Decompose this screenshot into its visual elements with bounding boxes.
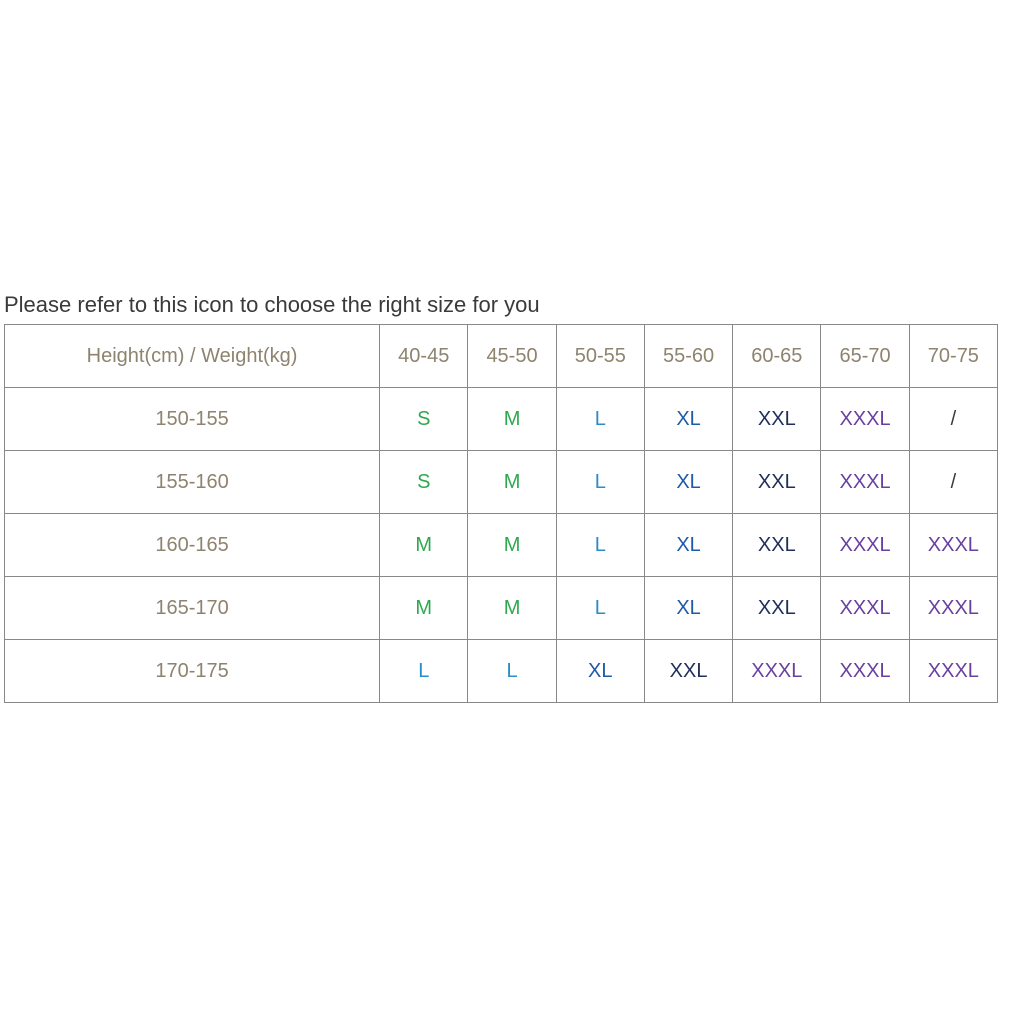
size-cell: XL (644, 451, 732, 514)
size-cell: XXXL (821, 640, 909, 703)
size-cell: L (556, 451, 644, 514)
size-chart-header-row: Height(cm) / Weight(kg) 40-45 45-50 50-5… (5, 325, 998, 388)
size-chart-row: 170-175 L L XL XXL XXXL XXXL XXXL (5, 640, 998, 703)
weight-header: 45-50 (468, 325, 556, 388)
size-cell: M (468, 577, 556, 640)
height-header: 150-155 (5, 388, 380, 451)
size-cell: / (909, 388, 997, 451)
size-cell: M (468, 388, 556, 451)
size-chart-table: Height(cm) / Weight(kg) 40-45 45-50 50-5… (4, 324, 998, 703)
size-cell: XXXL (821, 388, 909, 451)
size-cell: XXL (644, 640, 732, 703)
size-cell: XXL (733, 514, 821, 577)
size-cell: XXXL (821, 451, 909, 514)
size-cell: XXXL (821, 514, 909, 577)
size-cell: L (556, 388, 644, 451)
weight-header: 70-75 (909, 325, 997, 388)
size-cell: S (380, 388, 468, 451)
size-cell: XXL (733, 577, 821, 640)
size-cell: M (380, 577, 468, 640)
weight-header: 40-45 (380, 325, 468, 388)
size-cell: XXXL (909, 640, 997, 703)
size-cell: M (380, 514, 468, 577)
height-header: 170-175 (5, 640, 380, 703)
height-header: 160-165 (5, 514, 380, 577)
size-cell: L (468, 640, 556, 703)
weight-header: 50-55 (556, 325, 644, 388)
size-cell: M (468, 451, 556, 514)
height-header: 155-160 (5, 451, 380, 514)
size-cell: L (380, 640, 468, 703)
size-cell: XL (644, 388, 732, 451)
size-cell: / (909, 451, 997, 514)
size-chart-row: 155-160 S M L XL XXL XXXL / (5, 451, 998, 514)
size-cell: XXL (733, 451, 821, 514)
weight-header: 60-65 (733, 325, 821, 388)
size-cell: XXXL (909, 514, 997, 577)
size-cell: XXL (733, 388, 821, 451)
weight-header: 55-60 (644, 325, 732, 388)
height-header: 165-170 (5, 577, 380, 640)
size-cell: M (468, 514, 556, 577)
size-chart-row: 160-165 M M L XL XXL XXXL XXXL (5, 514, 998, 577)
size-cell: S (380, 451, 468, 514)
size-cell: XL (644, 514, 732, 577)
size-cell: XXXL (909, 577, 997, 640)
weight-header: 65-70 (821, 325, 909, 388)
size-cell: L (556, 514, 644, 577)
size-cell: XXXL (821, 577, 909, 640)
size-chart-row: 150-155 S M L XL XXL XXXL / (5, 388, 998, 451)
size-chart-row: 165-170 M M L XL XXL XXXL XXXL (5, 577, 998, 640)
corner-header: Height(cm) / Weight(kg) (5, 325, 380, 388)
size-cell: L (556, 577, 644, 640)
size-chart-caption: Please refer to this icon to choose the … (4, 292, 1006, 318)
size-cell: XL (556, 640, 644, 703)
size-cell: XXXL (733, 640, 821, 703)
size-cell: XL (644, 577, 732, 640)
